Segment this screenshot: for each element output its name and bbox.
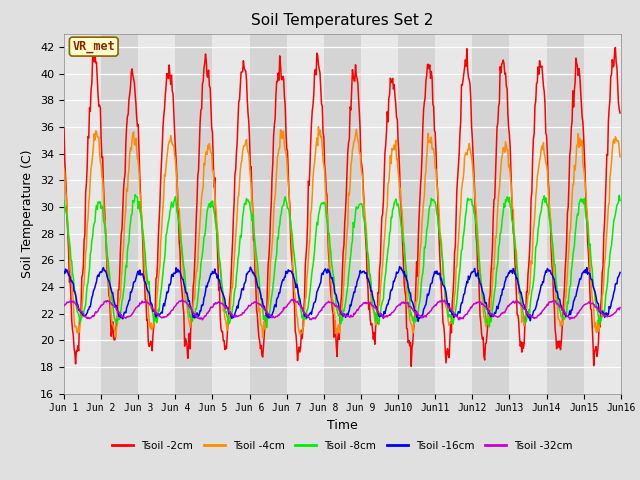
Bar xyxy=(175,34,212,394)
Y-axis label: Soil Temperature (C): Soil Temperature (C) xyxy=(22,149,35,278)
Bar xyxy=(398,34,435,394)
Legend: Tsoil -2cm, Tsoil -4cm, Tsoil -8cm, Tsoil -16cm, Tsoil -32cm: Tsoil -2cm, Tsoil -4cm, Tsoil -8cm, Tsoi… xyxy=(108,437,577,455)
Bar xyxy=(324,34,361,394)
Bar xyxy=(101,34,138,394)
Title: Soil Temperatures Set 2: Soil Temperatures Set 2 xyxy=(252,13,433,28)
X-axis label: Time: Time xyxy=(327,419,358,432)
Bar xyxy=(250,34,287,394)
Bar xyxy=(472,34,509,394)
Text: VR_met: VR_met xyxy=(72,40,115,53)
Bar xyxy=(547,34,584,394)
